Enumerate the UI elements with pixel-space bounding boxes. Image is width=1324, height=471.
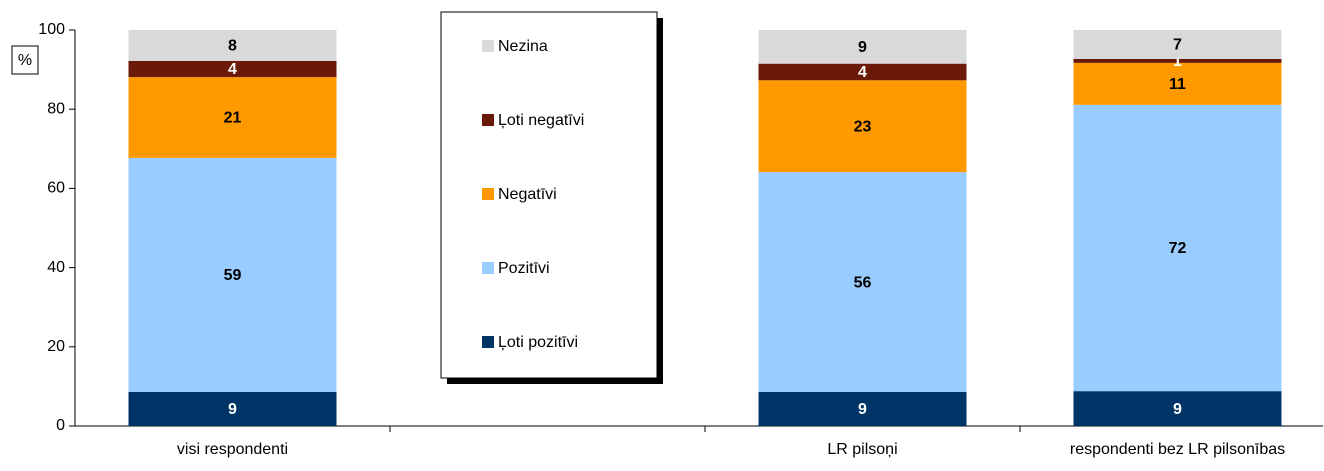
legend-box [440, 11, 658, 379]
bar-segment [128, 77, 337, 158]
value-label: 9 [1173, 401, 1182, 418]
y-tick-label: 0 [56, 417, 65, 434]
value-label: 72 [1169, 240, 1187, 257]
value-label: 9 [228, 401, 237, 418]
bar-segment [758, 391, 967, 426]
value-label: 9 [858, 39, 867, 56]
y-tick-label: 20 [47, 338, 65, 355]
value-label: 8 [228, 38, 237, 55]
bar-segment [1073, 62, 1282, 105]
value-label: 9 [858, 401, 867, 418]
bar-segment [128, 60, 337, 78]
value-label: 23 [854, 118, 872, 135]
legend-label: Nezina [498, 38, 548, 55]
x-tick-label: respondenti bez LR pilsonības [1070, 441, 1285, 458]
legend-swatch [482, 40, 494, 52]
y-tick-label: 100 [38, 21, 65, 38]
x-tick-label: LR pilsoņi [827, 441, 897, 458]
bar-segment [1073, 58, 1282, 63]
y-axis-label: % [18, 52, 32, 69]
y-tick-label: 80 [47, 100, 65, 117]
x-tick-label: visi respondenti [177, 441, 288, 458]
bar-segment [128, 391, 337, 426]
ylabel-box [11, 45, 39, 75]
bar-segment [758, 80, 967, 173]
bar-segment [128, 157, 337, 392]
legend-label: Ļoti pozitīvi [498, 334, 578, 351]
value-label: 59 [224, 267, 242, 284]
value-label: 56 [854, 274, 872, 291]
y-tick-label: 40 [47, 259, 65, 276]
legend-label: Pozitīvi [498, 260, 550, 277]
value-label: 1 [1173, 53, 1182, 70]
legend-swatch [482, 336, 494, 348]
legend-swatch [482, 262, 494, 274]
value-label: 4 [228, 61, 237, 78]
value-label: 11 [1169, 76, 1186, 93]
value-label: 21 [224, 110, 242, 127]
bar-segment [128, 30, 337, 61]
bar-segment [758, 172, 967, 392]
bar-segment [758, 63, 967, 81]
value-label: 4 [858, 64, 867, 81]
value-label: 7 [1173, 37, 1182, 54]
legend-label: Negatīvi [498, 186, 557, 203]
bar-segment [758, 30, 967, 64]
y-tick-label: 60 [47, 180, 65, 197]
legend-swatch [482, 188, 494, 200]
bar-segment [1073, 391, 1282, 426]
bar-segment [1073, 30, 1282, 59]
bar-segment [1073, 104, 1282, 392]
legend-label: Ļoti negatīvi [498, 112, 584, 129]
legend-swatch [482, 114, 494, 126]
